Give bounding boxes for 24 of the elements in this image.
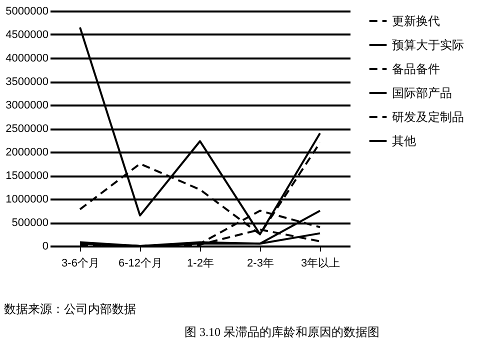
legend-label: 预算大于实际 [392, 38, 464, 52]
y-tick-label: 1000000 [6, 194, 48, 206]
legend-label: 国际部产品 [392, 86, 452, 100]
y-tick-label: 3000000 [6, 100, 48, 112]
legend-label: 更新换代 [392, 14, 440, 28]
y-tick-label: 2500000 [6, 123, 48, 135]
x-tick-label: 3-6个月 [62, 258, 100, 270]
y-tick-label: 3500000 [6, 76, 48, 88]
y-tick-label: 0 [42, 240, 48, 252]
x-tick-label: 3年以上 [300, 256, 340, 270]
y-tick-label: 1500000 [6, 170, 48, 182]
legend-label: 其他 [392, 134, 416, 148]
y-tick-label: 2000000 [6, 146, 48, 158]
y-tick-label: 500000 [12, 217, 48, 229]
legend-label: 备品备件 [392, 62, 440, 76]
x-tick-label: 1-2年 [187, 258, 214, 270]
y-tick-label: 4500000 [6, 29, 48, 41]
source-note: 数据来源：公司内部数据 [4, 301, 137, 318]
text: 图 3.10 呆滞品的库龄和原因的数据图 [184, 324, 380, 341]
x-tick-label: 6-12个月 [118, 258, 163, 270]
x-tick-label: 2-3年 [247, 258, 274, 270]
y-tick-label: 5000000 [6, 6, 48, 18]
legend-label: 研发及定制品 [392, 110, 464, 124]
y-tick-label: 4000000 [6, 52, 48, 64]
